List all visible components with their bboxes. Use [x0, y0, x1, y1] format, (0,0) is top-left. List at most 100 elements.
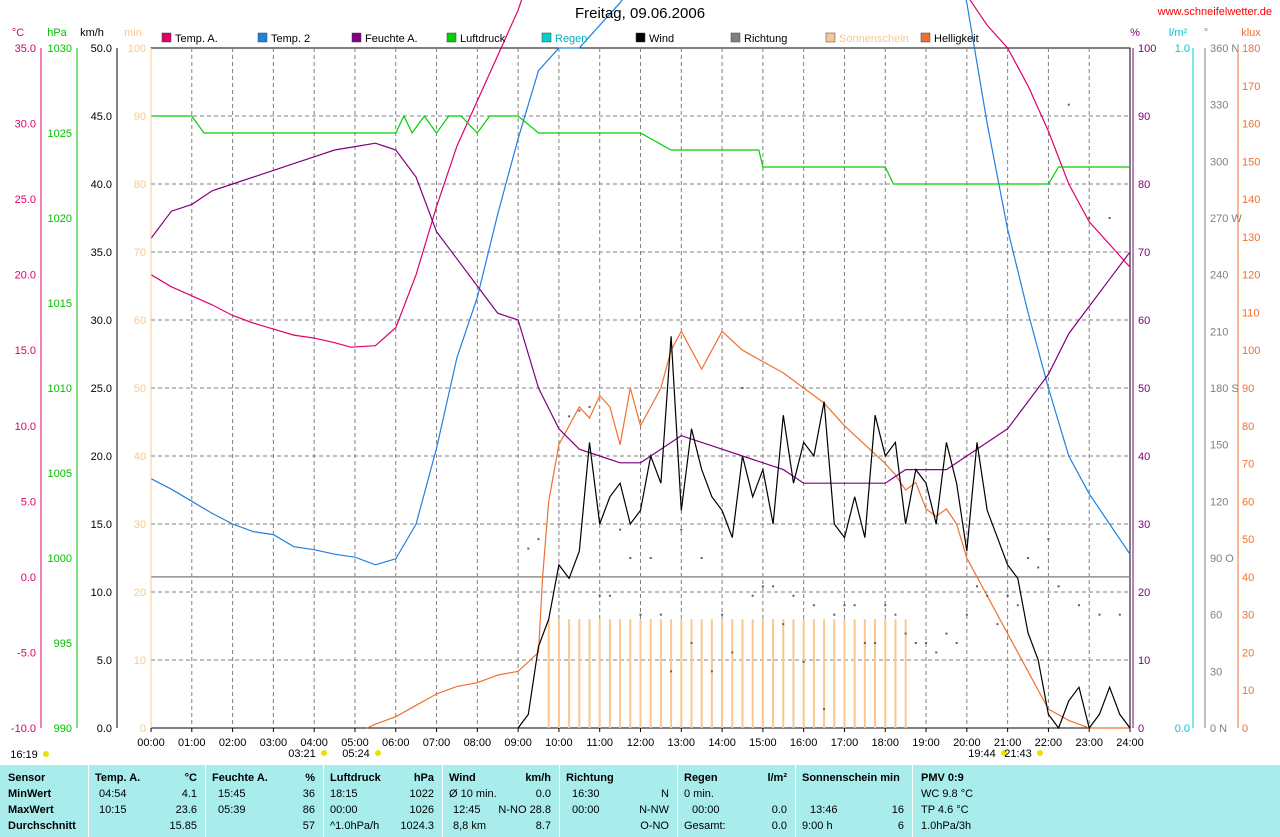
- legend-label: Sonnenschein: [839, 33, 909, 45]
- lux-tick-label: 0: [1242, 723, 1248, 735]
- direction-dot: [996, 623, 999, 626]
- direction-dot: [1067, 103, 1070, 106]
- dir-tick-label: 180 S: [1210, 383, 1239, 395]
- temp-tick-label: 20.0: [15, 270, 36, 282]
- direction-dot: [700, 557, 703, 559]
- x-tick-label: 00:00: [137, 737, 165, 749]
- dir-tick-label: 30: [1210, 666, 1222, 678]
- wind-tick-label: 50.0: [91, 43, 112, 55]
- direction-dot: [843, 604, 846, 607]
- press-tick-label: 1015: [48, 298, 72, 310]
- stats-sunshine: Sonnenschein min 13:46 16 9:00 h 6: [796, 765, 913, 837]
- temp-tick-label: 35.0: [15, 43, 36, 55]
- wind-tick-label: 45.0: [91, 111, 112, 123]
- stats-pmv-header: PMV 0:9: [921, 772, 964, 784]
- legend-label: Temp. A.: [175, 33, 218, 45]
- direction-dot: [853, 604, 856, 607]
- press-min-value: 1022: [409, 788, 434, 800]
- wind-tick-label: 40.0: [91, 179, 112, 191]
- stats-rain: Regen l/m² 0 min. 00:00 0.0 Gesamt: 0.0: [678, 765, 796, 837]
- lux-tick-label: 170: [1242, 81, 1260, 93]
- direction-dots: [527, 103, 1121, 711]
- sun-unit-label: min: [124, 27, 142, 39]
- direction-dot: [955, 642, 958, 644]
- direction-dot: [690, 642, 693, 644]
- lux-tick-label: 140: [1242, 194, 1260, 206]
- direction-dot: [863, 642, 866, 644]
- x-tick-label: 17:00: [831, 737, 859, 749]
- sun-tick-label: 70: [134, 247, 146, 259]
- lux-tick-label: 60: [1242, 496, 1254, 508]
- direction-dot: [894, 613, 897, 616]
- x-tick-label: 15:00: [749, 737, 777, 749]
- dir-unit-label: °: [1204, 27, 1208, 39]
- direction-dot: [914, 642, 917, 644]
- legend-swatch: [446, 32, 457, 43]
- sun-tick-label: 40: [134, 451, 146, 463]
- stats-pmv: PMV 0:9 WC 9.8 °C TP 4.6 °C 1.0hPa/3h: [913, 765, 1280, 837]
- press-min-time: 18:15: [330, 788, 358, 800]
- wind-unit-label: km/h: [80, 27, 104, 39]
- press-max-time: 00:00: [330, 804, 358, 816]
- sun-event-label: 19:44: [968, 748, 996, 760]
- press-tick-label: 990: [54, 723, 72, 735]
- x-tick-label: 11:00: [586, 737, 613, 749]
- x-tick-label: 02:00: [219, 737, 247, 749]
- sunshine-bars: [547, 619, 907, 728]
- hum-tick-label: 100: [1138, 43, 1156, 55]
- site-url[interactable]: www.schneifelwetter.de: [1157, 6, 1272, 18]
- press-max-value: 1026: [409, 804, 434, 816]
- press-tick-label: 1030: [48, 43, 72, 55]
- page-title: Freitag, 09.06.2006: [574, 5, 706, 22]
- x-tick-label: 14:00: [708, 737, 736, 749]
- weather-chart: 35.0 30.0 25.0 20.0 15.0 10.0 5.0 0.0 -5.0 -10.0 °…: [10, 0, 1261, 761]
- temp-tick-label: 10.0: [15, 421, 36, 433]
- stats-rain-header: Regen: [684, 772, 718, 784]
- chart-legend: Temp. A. Temp. 2 Feuchte A. Luftdruck Regen W…: [161, 32, 979, 45]
- legend-swatch: [920, 32, 931, 43]
- direction-dot: [527, 547, 530, 550]
- series-line-wind: [517, 336, 1131, 730]
- legend-label: Helligkeit: [934, 33, 979, 45]
- pmv-press-trend: 1.0hPa/3h: [921, 820, 972, 832]
- stats-dir-header: Richtung: [566, 772, 614, 784]
- temp-max-time: 10:15: [99, 804, 127, 816]
- direction-dot: [1027, 557, 1030, 559]
- x-tick-label: 06:00: [382, 737, 410, 749]
- x-tick-label: 22:00: [1035, 737, 1063, 749]
- wind-avg10-value: 0.0: [535, 788, 551, 800]
- press-unit-label: hPa: [47, 27, 67, 39]
- series-line-feuchte-a: [150, 142, 1131, 484]
- rain-max-time: 00:00: [692, 804, 720, 816]
- wind-tick-label: 35.0: [91, 247, 112, 259]
- sun-tick-label: 50: [134, 383, 146, 395]
- legend-label: Regen: [555, 33, 587, 45]
- direction-dot: [1098, 613, 1101, 616]
- chart-axes: 35.0 30.0 25.0 20.0 15.0 10.0 5.0 0.0 -5.0 -10.0 °…: [10, 27, 1261, 761]
- press-tick-label: 1010: [48, 383, 72, 395]
- lux-tick-label: 100: [1242, 345, 1260, 357]
- series-line-luftdruck: [151, 114, 1130, 185]
- hum-tick-label: 40: [1138, 451, 1150, 463]
- wind-max-value: N-NO 28.8: [498, 804, 551, 816]
- temp-tick-label: 30.0: [15, 119, 36, 131]
- direction-dot: [1108, 217, 1111, 219]
- sun-tick-label: 60: [134, 315, 146, 327]
- press-trend: ^1.0hPa/h: [330, 820, 380, 832]
- legend-swatch: [351, 32, 362, 43]
- press-tick-label: 1025: [48, 128, 72, 140]
- lux-tick-label: 80: [1242, 421, 1254, 433]
- x-tick-label: 12:00: [627, 737, 655, 749]
- dir-tick-label: 0 N: [1210, 723, 1227, 735]
- stats-humidity: Feuchte A. % 15:45 36 05:39 86 57: [206, 765, 324, 837]
- wind-tick-label: 20.0: [91, 451, 112, 463]
- wind-avg-value: 8.7: [535, 820, 551, 832]
- dir-avg-value: O-NO: [640, 820, 669, 832]
- direction-dot: [710, 670, 713, 673]
- dir-tick-label: 210: [1210, 326, 1228, 338]
- pmv-dewpoint: TP 4.6 °C: [921, 804, 969, 816]
- direction-dot: [802, 660, 805, 663]
- x-tick-label: 23:00: [1075, 737, 1103, 749]
- lux-tick-label: 70: [1242, 459, 1254, 471]
- hum-min-value: 36: [302, 788, 315, 800]
